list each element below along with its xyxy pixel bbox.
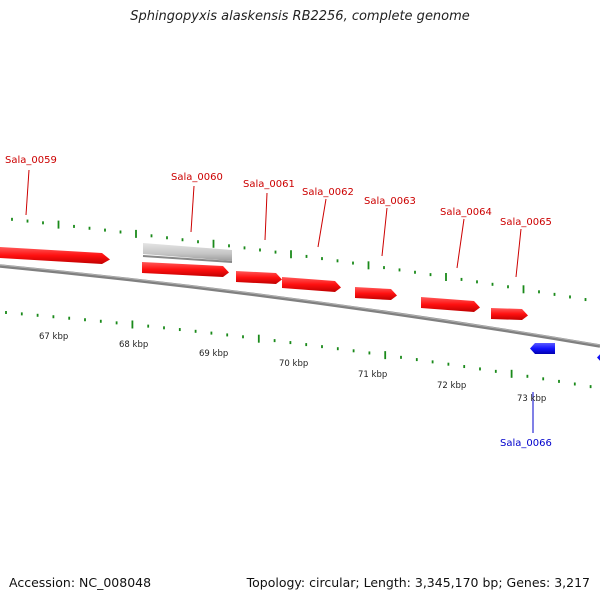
gene-label-sala-0060: Sala_0060 [171, 172, 223, 183]
genome-backbone-highlight [0, 264, 600, 346]
outer-tick-ring [11, 217, 587, 302]
gene-arrow-sala-0066 [597, 350, 600, 361]
gene-labels: Sala_0059 Sala_0060 Sala_0061 Sala_0062 Sala… [5, 155, 552, 449]
gene-label-sala-0063: Sala_0063 [364, 196, 416, 207]
leader-line-sala-0062 [317, 198, 327, 248]
leader-line-sala-0060 [190, 185, 195, 233]
kbp-label: 72 kbp [437, 381, 466, 391]
inner-tick-ring [5, 311, 592, 389]
gene-arrow-sala-0065 [491, 308, 528, 320]
leader-line-sala-0063 [381, 207, 388, 257]
kbp-label: 73 kbp [517, 394, 546, 404]
pseudo-gene-bar-sala-0060 [143, 243, 232, 261]
gene-arrow-sala-0059 [0, 247, 110, 264]
kbp-label: 71 kbp [358, 370, 387, 380]
gene-label-sala-0064: Sala_0064 [440, 207, 492, 218]
accession-text: Accession: NC_008048 [9, 575, 152, 590]
gene-arrow-sala-0064 [421, 297, 480, 312]
gene-label-sala-0065: Sala_0065 [500, 217, 552, 228]
leader-line-sala-0065 [515, 228, 522, 278]
gene-label-sala-0061: Sala_0061 [243, 179, 295, 190]
gene-arrow-sala-0062 [282, 277, 341, 292]
kbp-label: 67 kbp [39, 332, 68, 342]
gene-label-sala-0066: Sala_0066 [500, 438, 552, 449]
kbp-labels: 67 kbp 68 kbp 69 kbp 70 kbp 71 kbp 72 kbp 73 k… [39, 332, 546, 404]
gene-arrow-sala-0061 [236, 271, 282, 284]
gene-arrow-sala-0066 [530, 343, 555, 354]
pseudo-gene-line [142, 255, 233, 263]
genome-backbone [0, 264, 600, 348]
leader-line-sala-0059 [25, 169, 30, 216]
gene-label-sala-0059: Sala_0059 [5, 155, 57, 166]
leader-line-sala-0061 [264, 192, 268, 241]
gene-arrow-sala-0063 [355, 287, 397, 300]
kbp-label: 69 kbp [199, 349, 228, 359]
topology-summary: Topology: circular; Length: 3,345,170 bp… [246, 575, 590, 590]
gene-arrow-sala-0060 [142, 262, 229, 277]
map-title: Sphingopyxis alaskensis RB2256, complete… [130, 9, 470, 24]
gene-label-sala-0062: Sala_0062 [302, 187, 354, 198]
gene-features [0, 243, 600, 361]
leader-line-sala-0064 [456, 218, 465, 269]
kbp-label: 68 kbp [119, 340, 148, 350]
kbp-label: 70 kbp [279, 359, 308, 369]
